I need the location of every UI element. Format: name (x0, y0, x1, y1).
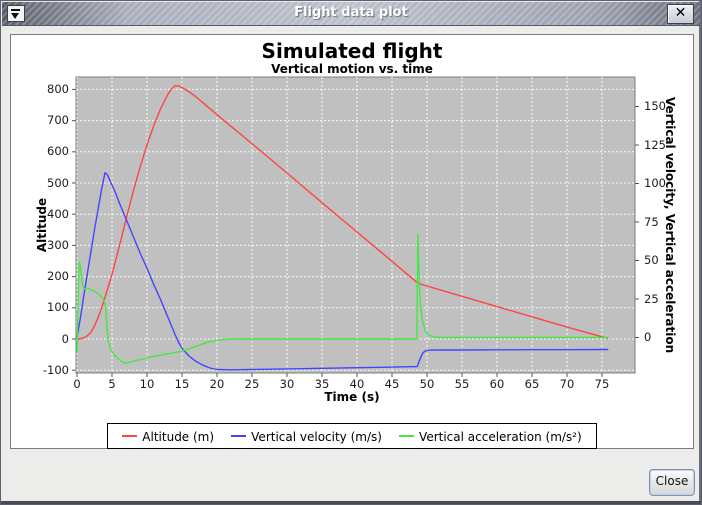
left-axis-tick-label: 0 (61, 331, 69, 346)
acceleration-line-swatch (399, 435, 415, 437)
x-axis-tick-label: 25 (244, 377, 260, 391)
x-axis-tick-label: 45 (384, 377, 400, 391)
window-menu-icon (11, 9, 20, 19)
chart-subtitle: Vertical motion vs. time (271, 62, 433, 76)
legend-item-velocity: Vertical velocity (m/s) (231, 430, 382, 444)
x-axis-tick-label: 20 (209, 377, 225, 391)
right-axis-tick-label: 150 (644, 99, 666, 113)
velocity-line-swatch (231, 435, 247, 437)
x-axis-tick-label: 70 (559, 377, 575, 391)
x-axis-tick-label: 75 (594, 377, 610, 391)
right-axis-tick-label: 25 (644, 291, 659, 306)
velocity-line (76, 172, 609, 371)
plot-background (75, 76, 636, 374)
right-axis-title: Vertical velocity, Vertical acceleration (663, 96, 677, 354)
plot-area (72, 76, 639, 377)
x-axis-tick-label: 5 (108, 377, 116, 391)
left-axis-tick-label: 800 (47, 81, 69, 96)
right-axis-tick-label: 100 (644, 176, 666, 190)
window-title: Flight data plot (294, 5, 408, 20)
chart-legend: Altitude (m) Vertical velocity (m/s) Ver… (11, 423, 693, 449)
legend-box: Altitude (m) Vertical velocity (m/s) Ver… (107, 423, 597, 449)
x-axis-tick-label: 50 (419, 377, 435, 391)
close-icon: ✕ (674, 5, 687, 21)
right-axis-tick-label: 0 (644, 330, 652, 344)
left-axis-tick-label: 200 (47, 269, 69, 284)
left-axis-tick-label: -100 (42, 362, 69, 377)
x-axis-tick-label: 0 (73, 377, 81, 391)
x-axis-tick-label: 40 (349, 377, 365, 391)
legend-label-acceleration: Vertical acceleration (m/s²) (419, 429, 582, 444)
left-axis-tick-label: 700 (47, 113, 69, 128)
legend-label-altitude: Altitude (m) (142, 429, 215, 444)
x-axis-tick-label: 35 (314, 377, 330, 391)
window-titlebar[interactable]: Flight data plot ✕ (2, 2, 700, 26)
legend-label-velocity: Vertical velocity (m/s) (251, 429, 382, 444)
right-axis-tick-label: 75 (644, 214, 659, 229)
left-axis-tick-label: 500 (47, 175, 69, 190)
legend-item-acceleration: Vertical acceleration (m/s²) (399, 430, 582, 444)
left-axis-tick-label: 300 (47, 237, 69, 252)
titlebar-stripes (2, 2, 700, 25)
chart-title: Simulated flight (261, 39, 443, 63)
x-axis-title: Time (s) (324, 390, 380, 404)
x-axis-tick-label: 15 (174, 377, 190, 391)
x-axis-tick-label: 60 (489, 377, 505, 391)
left-axis-tick-label: 600 (47, 144, 69, 159)
close-button[interactable]: Close (649, 469, 695, 496)
chart-panel: Simulated flight Vertical motion vs. tim… (10, 34, 694, 449)
window-close-button[interactable]: ✕ (667, 4, 694, 24)
x-axis-tick-label: 65 (524, 377, 540, 391)
x-axis-tick-label: 30 (279, 377, 295, 391)
legend-item-altitude: Altitude (m) (122, 430, 214, 444)
right-axis-tick-label: 125 (644, 137, 666, 152)
altitude-line-swatch (122, 435, 138, 437)
left-axis-title: Altitude (35, 197, 49, 253)
window-menu-button[interactable] (7, 5, 25, 22)
left-axis-tick-label: 400 (47, 206, 69, 221)
left-axis-tick-label: 100 (47, 300, 69, 315)
right-axis-tick-label: 50 (644, 253, 659, 267)
acceleration-line (76, 233, 609, 364)
x-axis-tick-label: 10 (139, 377, 155, 391)
x-axis-tick-label: 55 (454, 377, 470, 391)
